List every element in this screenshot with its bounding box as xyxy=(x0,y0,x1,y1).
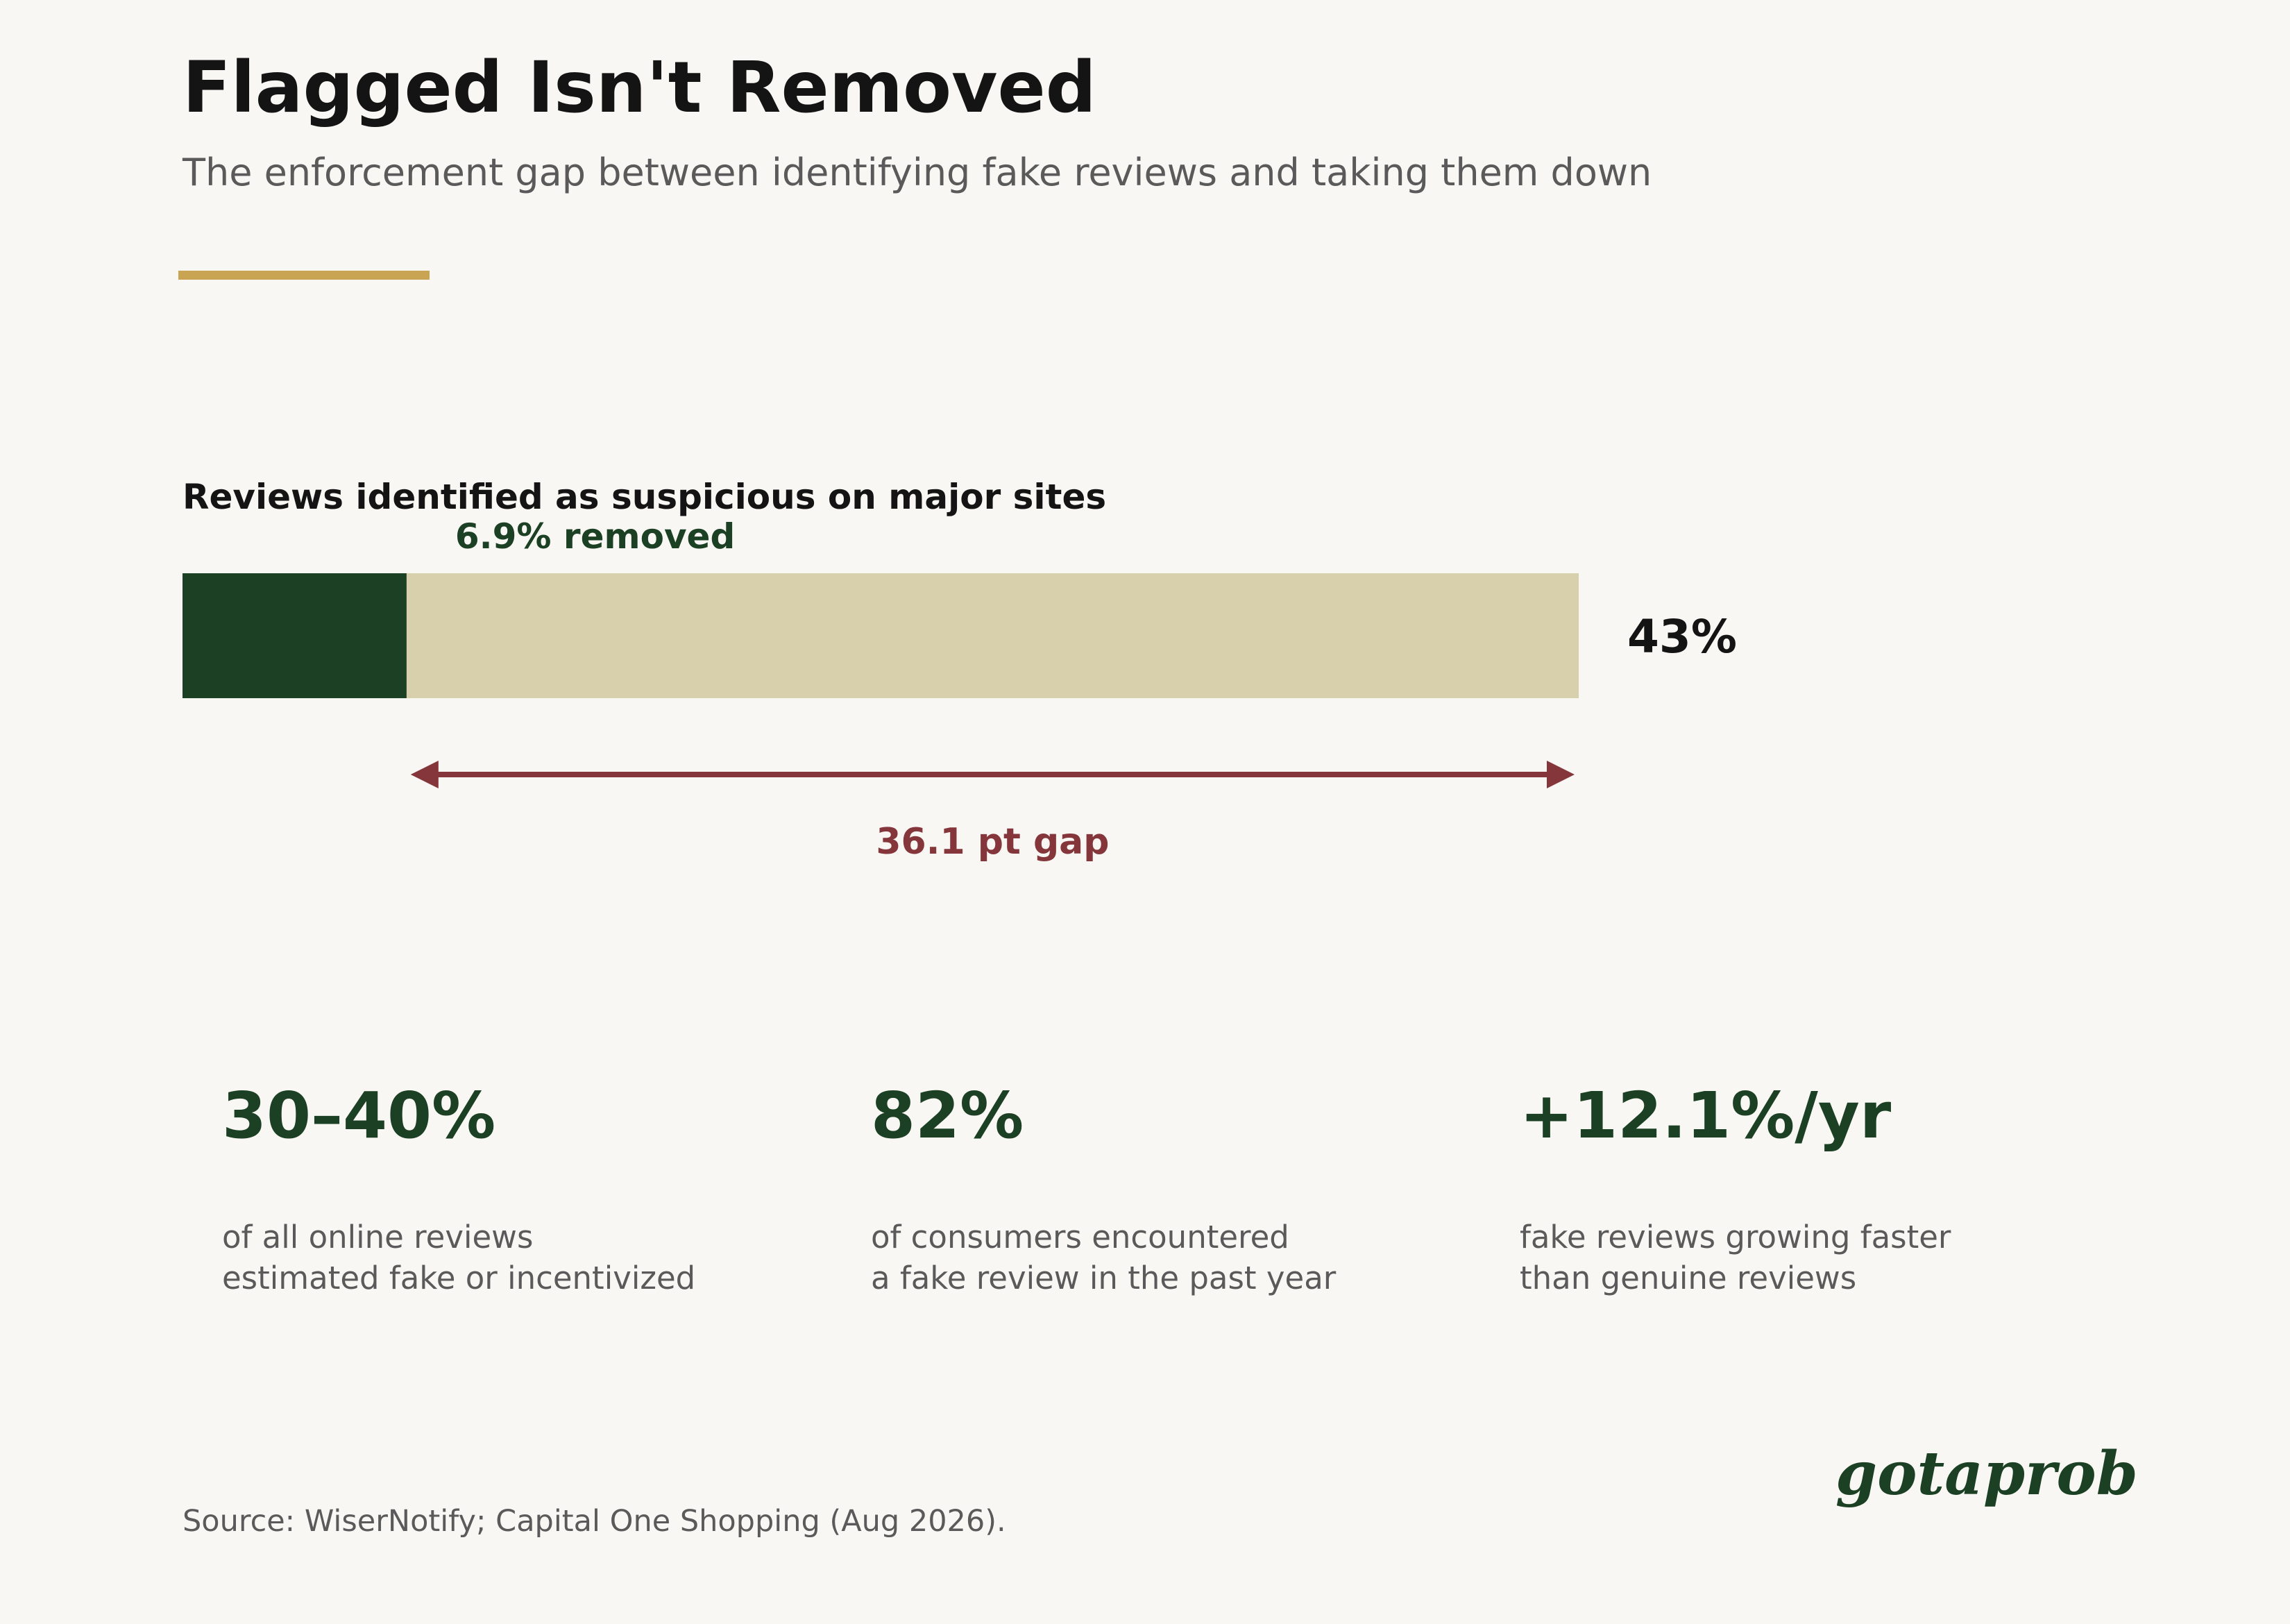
bar-flagged xyxy=(183,573,1579,698)
stat-description: of all online reviews estimated fake or … xyxy=(222,1217,695,1299)
bar-removed xyxy=(183,573,407,698)
stat-description-line: a fake review in the past year xyxy=(871,1259,1337,1296)
source-note: Source: WiserNotify; Capital One Shoppin… xyxy=(183,1504,1006,1539)
stat-card-consumers: 82% of consumers encountered a fake revi… xyxy=(871,1079,1336,1299)
gap-bar-chart: 6.9% removed 43% 36.1 pt gap xyxy=(183,516,1737,863)
stat-description-line: than genuine reviews xyxy=(1520,1259,1857,1296)
chart-title: Reviews identified as suspicious on majo… xyxy=(183,477,1107,517)
stat-description-line: estimated fake or incentivized xyxy=(222,1259,696,1296)
brand-logo: gotaprob xyxy=(1835,1439,2138,1509)
page-title: Flagged Isn't Removed xyxy=(183,46,1096,129)
bar-removed-label: 6.9% removed xyxy=(455,516,735,557)
bar-flagged-label: 43% xyxy=(1627,610,1737,663)
gap-label: 36.1 pt gap xyxy=(876,821,1109,863)
stat-card-growth: +12.1%/yr fake reviews growing faster th… xyxy=(1520,1079,1951,1299)
stat-description: of consumers encountered a fake review i… xyxy=(871,1217,1336,1299)
stat-description-line: of all online reviews xyxy=(222,1218,534,1255)
accent-rule xyxy=(178,271,430,280)
page-subtitle: The enforcement gap between identifying … xyxy=(183,151,1652,194)
stat-value: 82% xyxy=(871,1079,1024,1153)
stat-card-fake-share: 30–40% of all online reviews estimated f… xyxy=(222,1079,695,1299)
stat-description-line: of consumers encountered xyxy=(871,1218,1289,1255)
stat-value: +12.1%/yr xyxy=(1520,1079,1892,1153)
stat-description: fake reviews growing faster than genuine… xyxy=(1520,1217,1951,1299)
stat-description-line: fake reviews growing faster xyxy=(1520,1218,1951,1255)
stat-value: 30–40% xyxy=(222,1079,496,1153)
